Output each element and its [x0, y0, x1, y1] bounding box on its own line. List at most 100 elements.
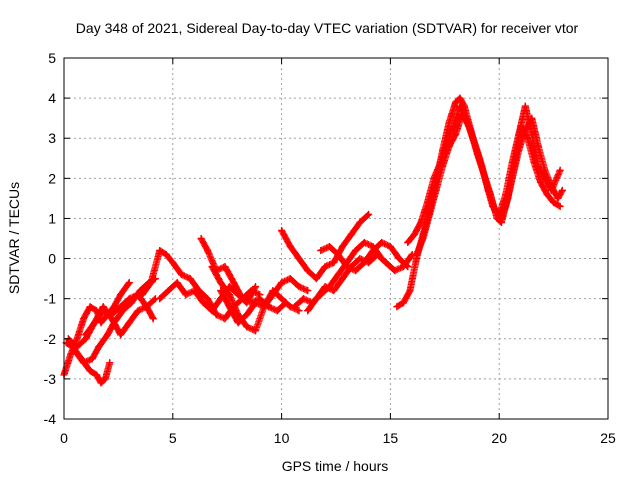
- data-point: [169, 259, 177, 267]
- data-point: [252, 283, 259, 291]
- data-point: [97, 379, 105, 387]
- data-point: [356, 255, 364, 263]
- data-point: [343, 263, 351, 271]
- data-point: [386, 243, 394, 250]
- data-point: [256, 295, 264, 303]
- data-point: [212, 311, 220, 319]
- data-point: [360, 239, 368, 246]
- data-point: [558, 186, 566, 194]
- data-point: [134, 307, 142, 315]
- data-point: [186, 275, 194, 283]
- y-tick-label: -1: [44, 291, 57, 307]
- data-point: [510, 162, 518, 170]
- data-point: [128, 299, 135, 307]
- data-point: [125, 295, 133, 303]
- y-tick-label: 2: [48, 170, 56, 186]
- data-series-track-14: [317, 239, 412, 275]
- data-point: [547, 186, 555, 194]
- data-point: [312, 295, 320, 303]
- data-point: [369, 247, 377, 254]
- y-tick-label: 4: [48, 90, 56, 106]
- x-tick-label: 0: [60, 430, 68, 446]
- data-point: [278, 295, 286, 303]
- data-point: [432, 186, 440, 194]
- data-point: [554, 194, 562, 202]
- data-point: [238, 295, 246, 303]
- data-point: [556, 202, 564, 210]
- data-point: [312, 275, 320, 283]
- data-point: [378, 239, 386, 246]
- data-point: [445, 142, 453, 150]
- data-point: [304, 287, 312, 295]
- data-point: [234, 319, 242, 327]
- data-point: [439, 162, 447, 170]
- data-point: [199, 299, 207, 307]
- data-point: [217, 287, 225, 295]
- data-point: [110, 303, 118, 311]
- data-point: [95, 343, 103, 351]
- data-point: [334, 251, 342, 258]
- data-point: [269, 291, 277, 299]
- data-point: [88, 355, 96, 363]
- data-point: [391, 267, 399, 275]
- data-point: [204, 295, 212, 303]
- data-point: [299, 295, 307, 303]
- data-point: [537, 178, 544, 186]
- data-point: [101, 375, 109, 383]
- data-series-track-2: [62, 339, 114, 387]
- y-tick-label: 1: [48, 210, 56, 226]
- data-point: [106, 359, 114, 367]
- data-series-track-17: [413, 110, 564, 258]
- y-tick-label: 3: [48, 130, 56, 146]
- data-point: [400, 299, 407, 307]
- data-point: [339, 243, 346, 250]
- data-point: [530, 158, 538, 166]
- data-point: [295, 255, 303, 263]
- data-point: [191, 287, 199, 295]
- data-point: [452, 98, 460, 106]
- data-point: [230, 279, 238, 287]
- data-point: [208, 263, 216, 271]
- data-point: [347, 231, 355, 238]
- data-point: [317, 247, 325, 254]
- data-point: [252, 327, 259, 335]
- data-point: [252, 299, 259, 307]
- data-point: [164, 287, 172, 295]
- data-point: [260, 303, 268, 311]
- x-tick-label: 25: [600, 430, 616, 446]
- x-tick-label: 5: [169, 430, 177, 446]
- data-point: [404, 239, 412, 246]
- data-point: [393, 303, 401, 311]
- data-point: [417, 219, 425, 226]
- x-tick-label: 15: [383, 430, 399, 446]
- data-point: [373, 251, 381, 258]
- data-point: [156, 295, 164, 303]
- data-point: [556, 166, 564, 174]
- data-point: [82, 331, 90, 339]
- data-point: [356, 219, 364, 226]
- plot-frame: [63, 57, 609, 420]
- data-series-track-8: [197, 235, 290, 315]
- data-point: [178, 271, 185, 279]
- data-point: [278, 279, 286, 287]
- data-point: [404, 263, 412, 271]
- data-point: [125, 319, 133, 327]
- data-point: [304, 267, 312, 275]
- data-point: [225, 291, 233, 299]
- y-tick-label: -4: [44, 411, 57, 427]
- data-point: [97, 319, 105, 327]
- data-point: [419, 235, 427, 242]
- data-point: [504, 194, 512, 202]
- data-point: [243, 311, 251, 319]
- data-point: [80, 359, 88, 367]
- data-point: [291, 303, 299, 311]
- data-point: [67, 351, 74, 359]
- data-point: [458, 110, 466, 118]
- data-point: [528, 130, 536, 138]
- data-point: [156, 247, 164, 254]
- data-point: [326, 243, 333, 250]
- data-point: [406, 287, 414, 295]
- data-point: [221, 263, 229, 271]
- data-point: [243, 323, 251, 331]
